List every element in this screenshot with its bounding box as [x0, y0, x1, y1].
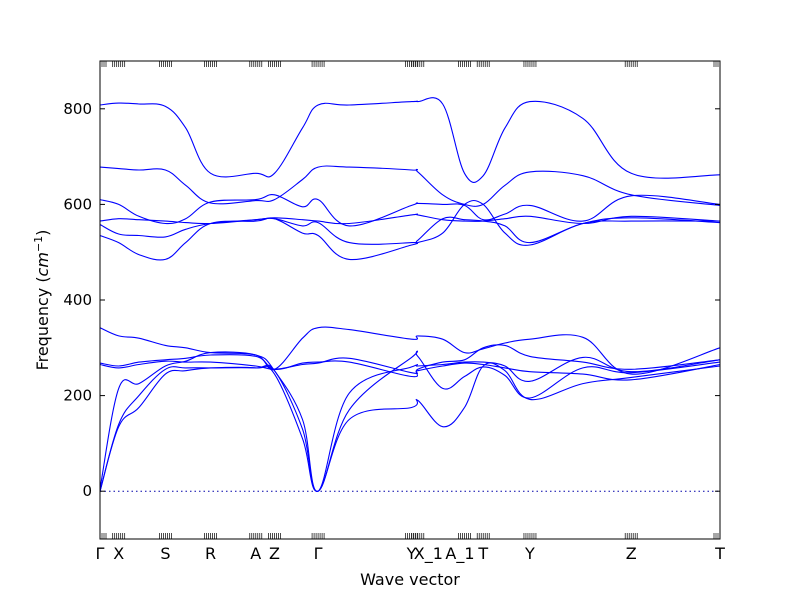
band-line-7	[99, 199, 721, 261]
kpoint-label-10: T	[477, 544, 488, 563]
y-tick-label: 0	[82, 482, 92, 500]
y-tick-label: 200	[63, 387, 92, 405]
y-axis-label-text: Frequency (	[33, 276, 52, 370]
plot-area	[99, 97, 721, 492]
kpoint-label-2: S	[160, 544, 170, 563]
kpoint-label-4: A	[250, 544, 261, 563]
band-line-11	[99, 165, 721, 207]
y-axis-label-close: )	[33, 230, 52, 236]
band-line-12	[99, 97, 721, 183]
band-line-2	[99, 350, 721, 492]
kpoint-label-1: X	[113, 544, 124, 563]
plot-frame	[99, 60, 721, 540]
kpoint-label-9: A_1	[445, 544, 474, 564]
y-axis-label-exponent: −1	[32, 236, 45, 252]
y-axis-label-unit: cm	[33, 252, 52, 276]
y-tick-label: 400	[63, 291, 92, 309]
kpoint-label-0: Γ	[96, 544, 105, 563]
band-line-9	[99, 213, 721, 225]
x-axis-ticks: Γ X S R A Z Γ YX_1 A_1 T Y Z T	[96, 61, 725, 564]
kpoint-label-7: Y	[406, 544, 417, 563]
y-tick-label: 600	[63, 195, 92, 213]
kpoint-label-12: Z	[626, 544, 637, 563]
kpoint-label-8: X_1	[414, 544, 443, 564]
band-line-4	[99, 357, 721, 381]
y-tick-label: 800	[63, 100, 92, 118]
band-line-1	[99, 362, 721, 492]
band-line-3	[99, 351, 721, 492]
kpoint-label-13: T	[714, 544, 725, 563]
kpoint-label-3: R	[205, 544, 216, 563]
band-line-10	[99, 194, 721, 227]
x-axis-label: Wave vector	[360, 570, 460, 589]
kpoint-label-11: Y	[524, 544, 535, 563]
kpoint-label-5: Z	[269, 544, 280, 563]
band-line-8	[99, 216, 721, 245]
kpoint-label-6: Γ	[314, 544, 323, 563]
band-line-5	[99, 344, 721, 378]
y-axis-label: Frequency (cm−1)	[32, 230, 53, 371]
y-axis-ticks: 0 200 400 600 800	[63, 100, 720, 500]
band-line-6	[99, 326, 721, 375]
